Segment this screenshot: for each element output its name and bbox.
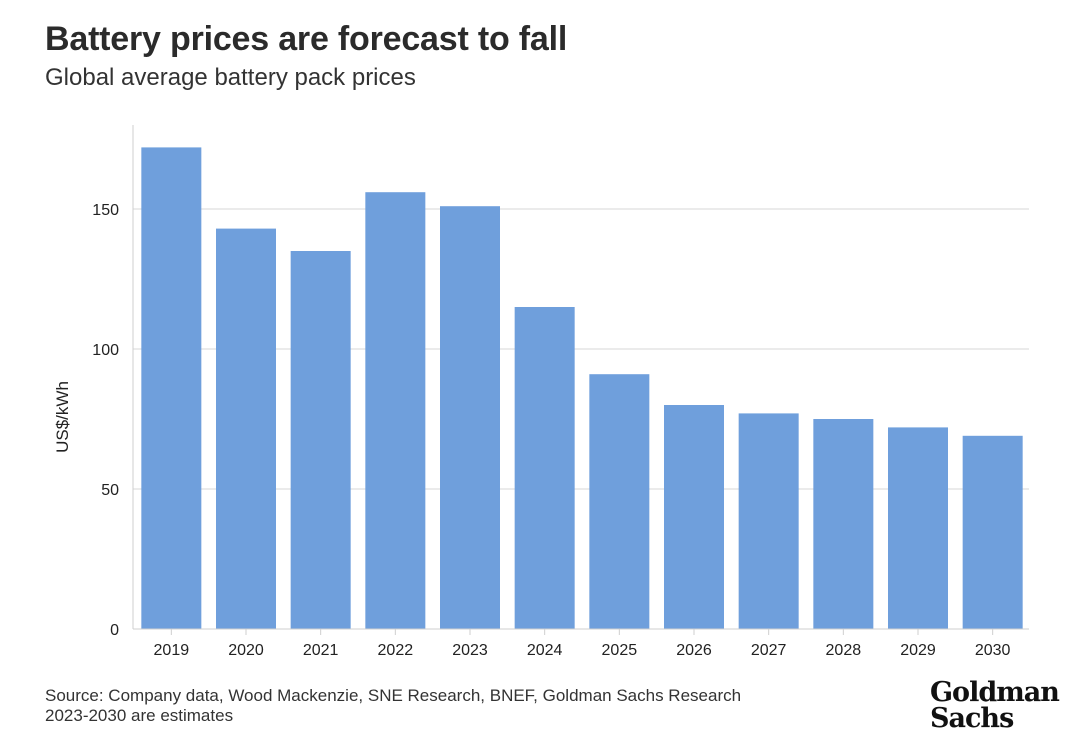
y-axis-label: US$/kWh — [53, 381, 72, 453]
bar-2020 — [216, 228, 276, 629]
y-tick-label-150: 150 — [92, 202, 119, 219]
chart-footer: Source: Company data, Wood Mackenzie, SN… — [45, 686, 741, 726]
estimate-note: 2023-2030 are estimates — [45, 706, 234, 725]
logo-line-2: Sachs — [930, 703, 1014, 734]
x-tick-label-2023: 2023 — [452, 642, 488, 659]
bar-2028 — [813, 419, 874, 629]
y-tick-label-100: 100 — [92, 342, 119, 359]
bar-2019 — [141, 147, 202, 629]
logo-line-1: Goldman — [930, 677, 1060, 708]
bar-2024 — [514, 307, 575, 629]
bar-2025 — [589, 374, 650, 629]
x-tick-label-2028: 2028 — [826, 642, 862, 659]
x-tick-label-2019: 2019 — [154, 642, 190, 659]
x-tick-label-2022: 2022 — [378, 642, 414, 659]
x-tick-label-2027: 2027 — [751, 642, 787, 659]
x-tick-label-2030: 2030 — [975, 642, 1011, 659]
x-tick-label-2020: 2020 — [228, 642, 264, 659]
x-tick-label-2026: 2026 — [676, 642, 712, 659]
y-tick-label-0: 0 — [110, 622, 119, 639]
bar-2022 — [365, 192, 426, 629]
chart-title: Battery prices are forecast to fall — [45, 20, 568, 58]
bar-2029 — [888, 427, 948, 629]
y-tick-label-50: 50 — [101, 482, 119, 499]
x-tick-label-2025: 2025 — [602, 642, 638, 659]
bar-2023 — [440, 206, 500, 629]
bar-2030 — [962, 435, 1023, 629]
bar-2027 — [738, 413, 799, 629]
source-note: Source: Company data, Wood Mackenzie, SN… — [45, 686, 742, 705]
x-tick-label-2021: 2021 — [303, 642, 339, 659]
x-tick-label-2029: 2029 — [900, 642, 936, 659]
chart-subtitle: Global average battery pack prices — [45, 64, 416, 91]
x-tick-label-2024: 2024 — [527, 642, 563, 659]
bar-2026 — [664, 405, 724, 629]
goldman-sachs-logo: Goldman Sachs — [930, 677, 1060, 734]
bar-2021 — [290, 251, 351, 629]
